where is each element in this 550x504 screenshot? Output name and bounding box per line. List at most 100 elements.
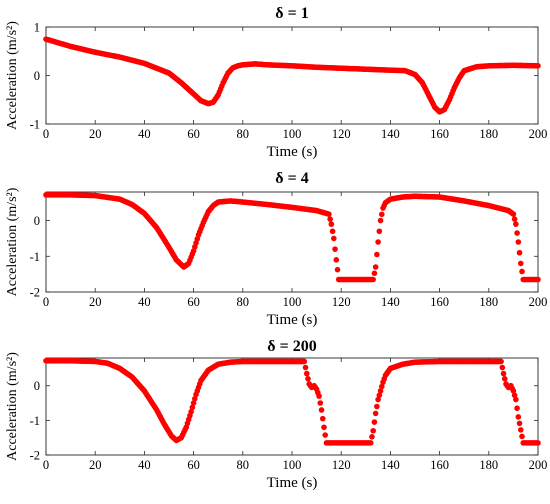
x-tick-label: 120 — [332, 127, 351, 141]
data-point — [376, 392, 383, 399]
data-point — [511, 392, 518, 399]
series-1 — [43, 36, 541, 115]
x-tick-label: 100 — [283, 127, 302, 141]
data-point — [517, 260, 524, 267]
data-point — [303, 370, 310, 377]
series-1 — [43, 357, 541, 446]
y-tick-label: 0 — [34, 379, 40, 393]
data-point — [301, 358, 308, 365]
x-tick-label: 0 — [43, 295, 49, 309]
data-point — [331, 235, 337, 242]
data-point — [318, 407, 325, 413]
data-point — [377, 217, 384, 224]
data-point — [371, 419, 378, 425]
y-axis-label: Acceleration (m/s²) — [5, 187, 20, 296]
data-point — [511, 216, 518, 222]
data-point — [500, 370, 507, 377]
data-point — [501, 375, 508, 382]
data-point — [327, 216, 333, 222]
x-tick-label: 200 — [529, 295, 548, 309]
data-point — [322, 432, 329, 438]
data-point — [371, 270, 378, 277]
x-tick-label: 80 — [237, 295, 250, 309]
x-tick-label: 140 — [381, 295, 400, 309]
data-point — [302, 364, 309, 371]
data-point — [377, 388, 384, 394]
x-tick-label: 180 — [479, 458, 498, 472]
y-tick-label: 0 — [34, 69, 40, 83]
data-point — [515, 239, 522, 245]
data-point — [519, 433, 525, 440]
x-tick-label: 160 — [430, 127, 449, 141]
data-point — [375, 396, 381, 403]
x-tick-label: 140 — [381, 127, 400, 141]
data-point — [378, 383, 385, 390]
data-point — [188, 408, 194, 415]
data-point — [316, 393, 322, 399]
data-point — [333, 257, 340, 263]
plot-area — [45, 26, 539, 125]
data-point — [516, 420, 523, 427]
x-tick-label: 80 — [237, 127, 250, 141]
data-point — [499, 364, 506, 371]
data-point — [514, 405, 520, 412]
y-tick-label: -1 — [30, 414, 40, 428]
data-point — [334, 266, 341, 273]
data-point — [374, 251, 380, 258]
y-tick-label: -2 — [30, 449, 40, 463]
data-point — [535, 276, 541, 283]
x-tick-label: 180 — [479, 295, 498, 309]
x-tick-label: 200 — [529, 458, 548, 472]
x-tick-label: 20 — [89, 458, 102, 472]
data-point — [328, 221, 335, 227]
x-tick-label: 80 — [237, 458, 250, 472]
data-point — [372, 264, 379, 270]
x-tick-label: 100 — [283, 295, 302, 309]
x-tick-label: 120 — [332, 458, 351, 472]
x-tick-label: 0 — [43, 127, 49, 141]
y-tick-label: -1 — [30, 118, 40, 132]
data-point — [189, 404, 196, 411]
data-point — [332, 246, 338, 252]
data-point — [515, 414, 522, 420]
x-tick-label: 20 — [89, 295, 102, 309]
x-tick-label: 200 — [529, 127, 548, 141]
x-tick-label: 40 — [138, 458, 151, 472]
y-axis-label: Acceleration (m/s²) — [5, 352, 20, 461]
data-point — [516, 249, 523, 256]
data-point — [378, 211, 385, 218]
data-point — [372, 410, 379, 417]
data-point — [513, 221, 519, 227]
data-point — [192, 395, 198, 402]
data-point — [510, 388, 517, 394]
data-point — [317, 400, 324, 406]
data-point — [329, 228, 336, 235]
x-tick-label: 60 — [187, 295, 200, 309]
y-tick-label: 1 — [34, 21, 40, 35]
chart-panel-3: 0 20 40 60 80 100 120 140 160 180 200 -2 -1 0 δ = 200 T… — [5, 338, 547, 491]
y-tick-label: -2 — [30, 286, 40, 300]
data-point — [370, 276, 376, 283]
data-point — [513, 396, 519, 403]
x-tick-label: 160 — [430, 295, 449, 309]
data-point — [190, 400, 197, 406]
plot-area — [45, 357, 539, 456]
data-point — [535, 440, 541, 446]
data-point — [535, 63, 541, 69]
y-tick-label: -1 — [30, 250, 40, 264]
y-tick-label: 0 — [34, 214, 40, 228]
data-point — [370, 427, 376, 434]
series-1 — [43, 192, 541, 283]
data-point — [367, 440, 374, 446]
data-point — [374, 403, 380, 410]
x-axis-label: Time (s) — [267, 312, 318, 328]
x-tick-label: 140 — [381, 458, 400, 472]
data-point — [369, 434, 375, 440]
x-tick-label: 160 — [430, 458, 449, 472]
x-axis-label: Time (s) — [267, 144, 318, 160]
chart-title: δ = 200 — [267, 338, 316, 355]
data-point — [319, 415, 326, 422]
x-tick-label: 100 — [283, 458, 302, 472]
x-tick-label: 0 — [43, 458, 49, 472]
